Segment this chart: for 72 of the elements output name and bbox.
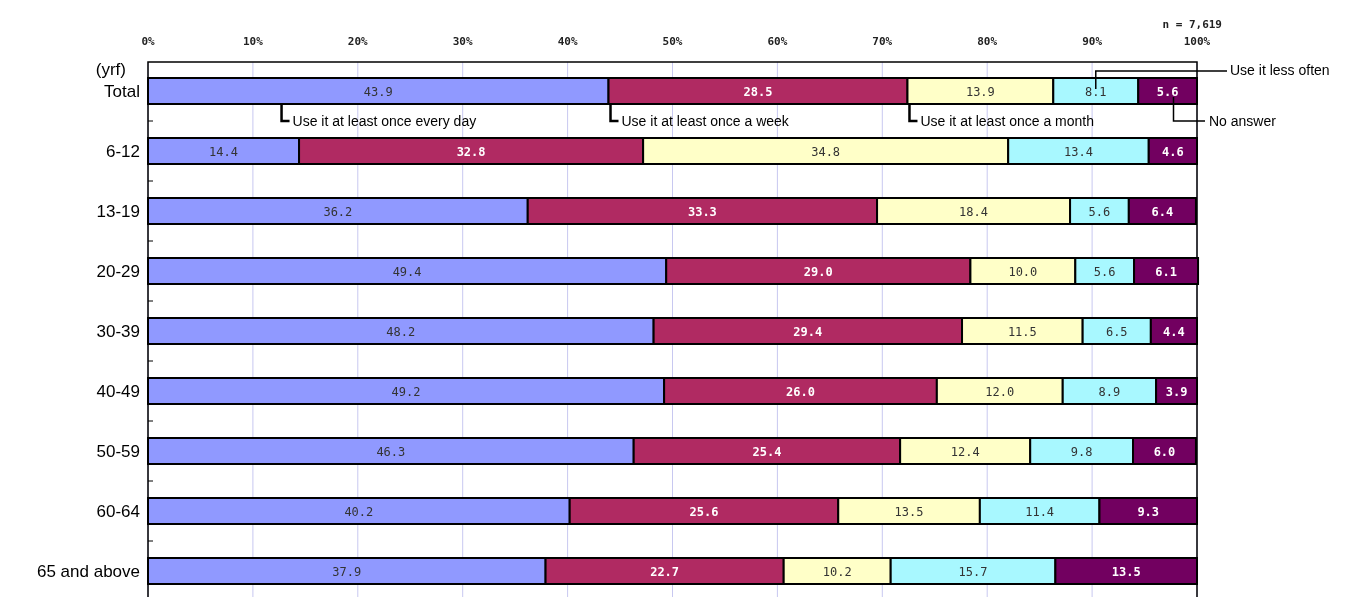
data-label: 4.6 xyxy=(1162,144,1184,159)
y-tick-label: 50-59 xyxy=(96,442,140,461)
data-label: 12.0 xyxy=(985,384,1015,399)
x-tick-label: 10% xyxy=(242,35,264,48)
data-label: 13.9 xyxy=(965,84,995,99)
data-label: 22.7 xyxy=(650,564,680,579)
legend-label: Use it at least once a month xyxy=(920,113,1095,129)
data-label: 3.9 xyxy=(1165,384,1188,399)
data-label: 49.2 xyxy=(391,384,421,399)
data-label: 6.1 xyxy=(1155,264,1177,279)
data-label: 40.2 xyxy=(344,504,374,519)
x-tick-label: 80% xyxy=(977,35,998,48)
data-label: 13.4 xyxy=(1064,144,1093,159)
legend-label: Use it at least once every day xyxy=(292,113,477,129)
data-label: 8.1 xyxy=(1084,84,1107,99)
data-label: 28.5 xyxy=(743,84,773,99)
y-tick-label: 30-39 xyxy=(96,322,140,341)
data-label: 10.0 xyxy=(1008,264,1038,279)
data-label: 8.9 xyxy=(1098,384,1121,399)
data-label: 25.6 xyxy=(689,504,719,519)
x-tick-label: 90% xyxy=(1082,35,1103,48)
x-tick-label: 0% xyxy=(141,35,155,48)
y-tick-label: 13-19 xyxy=(96,202,140,221)
data-label: 32.8 xyxy=(456,144,486,159)
data-label: 29.0 xyxy=(803,264,833,279)
data-label: 46.3 xyxy=(376,444,406,459)
data-label: 5.6 xyxy=(1088,204,1111,219)
data-label: 5.6 xyxy=(1093,264,1116,279)
data-label: 37.9 xyxy=(332,564,362,579)
x-tick-label: 70% xyxy=(872,35,893,48)
data-label: 48.2 xyxy=(386,324,416,339)
data-label: 18.4 xyxy=(959,204,989,219)
data-label: 6.0 xyxy=(1153,444,1176,459)
data-label: 33.3 xyxy=(687,204,717,219)
data-label: 6.5 xyxy=(1105,324,1128,339)
data-label: 36.2 xyxy=(323,204,353,219)
data-label: 9.8 xyxy=(1070,444,1093,459)
data-label: 29.4 xyxy=(793,324,823,339)
data-label: 13.5 xyxy=(894,504,924,519)
y-tick-label: Total xyxy=(104,82,140,101)
y-axis-title: (yrf) xyxy=(95,60,126,79)
y-tick-label: 65 and above xyxy=(36,562,140,581)
x-tick-label: 60% xyxy=(767,35,788,48)
x-tick-label: 40% xyxy=(557,35,578,48)
data-label: 15.7 xyxy=(958,564,988,579)
data-label: 25.4 xyxy=(752,444,782,459)
y-tick-label: 60-64 xyxy=(96,502,140,521)
data-label: 43.9 xyxy=(363,84,393,99)
data-label: 49.4 xyxy=(392,264,422,279)
data-label: 4.4 xyxy=(1163,324,1185,339)
data-label: 34.8 xyxy=(811,144,841,159)
y-tick-label: 20-29 xyxy=(96,262,140,281)
y-tick-label: 40-49 xyxy=(96,382,140,401)
x-tick-label: 50% xyxy=(662,35,683,48)
x-tick-label: 30% xyxy=(452,35,474,48)
data-label: 9.3 xyxy=(1137,504,1160,519)
data-label: 12.4 xyxy=(950,444,980,459)
text: n = 7,619 xyxy=(1162,18,1222,31)
data-label: 14.4 xyxy=(209,144,238,159)
data-label: 11.5 xyxy=(1007,324,1037,339)
data-label: 6.4 xyxy=(1151,204,1174,219)
y-tick-label: 6-12 xyxy=(105,142,140,161)
text: Use it less often xyxy=(1230,62,1330,78)
x-tick-label: 20% xyxy=(347,35,369,48)
data-label: 26.0 xyxy=(786,384,815,399)
x-tick-label: 100% xyxy=(1183,35,1211,48)
series-label: No answer xyxy=(1209,113,1277,129)
legend-label: Use it at least once a week xyxy=(621,113,790,129)
data-label: 10.2 xyxy=(822,564,852,579)
data-label: 11.4 xyxy=(1025,504,1055,519)
data-label: 5.6 xyxy=(1156,84,1179,99)
data-label: 13.5 xyxy=(1111,564,1141,579)
